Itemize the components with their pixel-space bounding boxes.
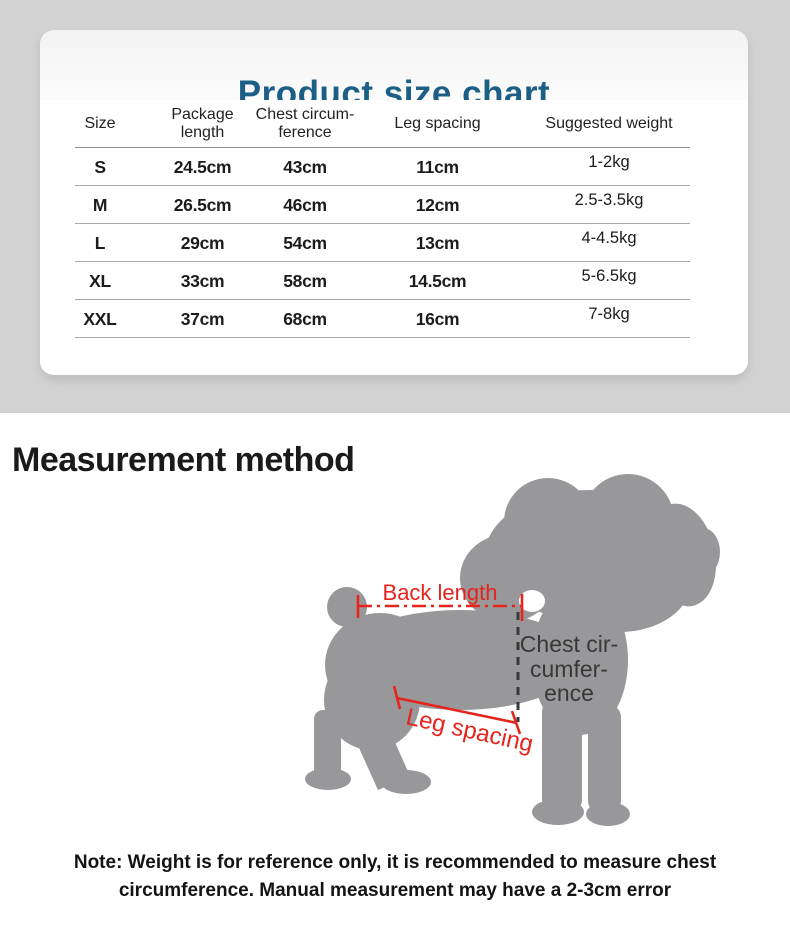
table-header-row: Size Package length Chest circum-ference… — [40, 100, 748, 148]
cell-chest: 54cm — [283, 232, 327, 253]
chest-label-line2: cumfer- — [530, 656, 608, 682]
cell-weight: 5-6.5kg — [581, 266, 637, 285]
row-divider — [75, 299, 690, 300]
back-length-label: Back length — [383, 580, 498, 605]
cell-weight: 2.5-3.5kg — [574, 190, 644, 209]
chin-neck-notch — [519, 590, 545, 612]
row-divider — [75, 261, 690, 262]
chest-label-line1: Chest cir- — [520, 631, 618, 657]
chest-circumference-label: Chest cir- cumfer- ence — [520, 631, 618, 706]
table-row-m: M 26.5cm 46cm 12cm 2.5-3.5kg — [40, 186, 748, 224]
row-divider — [75, 185, 690, 186]
cell-size: M — [92, 194, 108, 215]
cell-weight: 4-4.5kg — [581, 228, 637, 247]
dog-silhouette-illustration — [305, 474, 720, 826]
column-header-weight: Suggested weight — [545, 114, 673, 132]
back-length-measure-line — [356, 594, 524, 621]
leg-spacing-measure-line — [392, 685, 522, 735]
dog-measurement-diagram: Back length Chest cir- cumfer- ence Leg … — [305, 474, 720, 826]
column-header-size: Size — [84, 114, 116, 132]
reference-note: Note: Weight is for reference only, it i… — [0, 849, 790, 905]
cell-chest: 43cm — [283, 156, 327, 177]
cell-weight: 7-8kg — [588, 304, 630, 323]
size-table: Size Package length Chest circum-ference… — [40, 100, 748, 375]
cell-size: XL — [89, 270, 111, 291]
cell-weight: 1-2kg — [588, 152, 630, 171]
cell-leg-spacing: 12cm — [415, 194, 460, 215]
column-header-chest: Chest circum-ference — [255, 105, 355, 141]
cell-chest: 46cm — [283, 194, 327, 215]
size-chart-card: Product size chart Size Package length C… — [40, 30, 748, 375]
table-row-s: S 24.5cm 43cm 11cm 1-2kg — [40, 148, 748, 186]
row-divider — [75, 223, 690, 224]
column-header-leg-spacing: Leg spacing — [394, 114, 481, 132]
cell-leg-spacing: 11cm — [416, 156, 459, 177]
cell-package-length: 37cm — [180, 308, 225, 329]
note-line-1: Note: Weight is for reference only, it i… — [73, 852, 717, 873]
cell-size: XXL — [83, 308, 117, 329]
column-header-package-length: Package length — [171, 105, 234, 141]
cell-package-length: 24.5cm — [173, 156, 232, 177]
cell-leg-spacing: 13cm — [415, 232, 460, 253]
cell-leg-spacing: 14.5cm — [408, 270, 467, 291]
cell-leg-spacing: 16cm — [415, 308, 460, 329]
chest-label-line3: ence — [544, 680, 594, 706]
leg-spacing-label: Leg spacing — [404, 703, 536, 757]
cell-package-length: 26.5cm — [173, 194, 232, 215]
cell-chest: 68cm — [283, 308, 327, 329]
table-row-xxl: XXL 37cm 68cm 16cm 7-8kg — [40, 300, 748, 338]
cell-package-length: 33cm — [180, 270, 225, 291]
cell-package-length: 29cm — [180, 232, 225, 253]
cell-size: S — [94, 156, 106, 177]
cell-size: L — [94, 232, 106, 253]
table-row-l: L 29cm 54cm 13cm 4-4.5kg — [40, 224, 748, 262]
header-divider — [75, 147, 690, 148]
note-line-2: circumference. Manual measurement may ha… — [118, 880, 672, 901]
row-divider — [75, 337, 690, 338]
measurement-method-heading: Measurement method — [12, 441, 355, 479]
cell-chest: 58cm — [283, 270, 327, 291]
table-row-xl: XL 33cm 58cm 14.5cm 5-6.5kg — [40, 262, 748, 300]
